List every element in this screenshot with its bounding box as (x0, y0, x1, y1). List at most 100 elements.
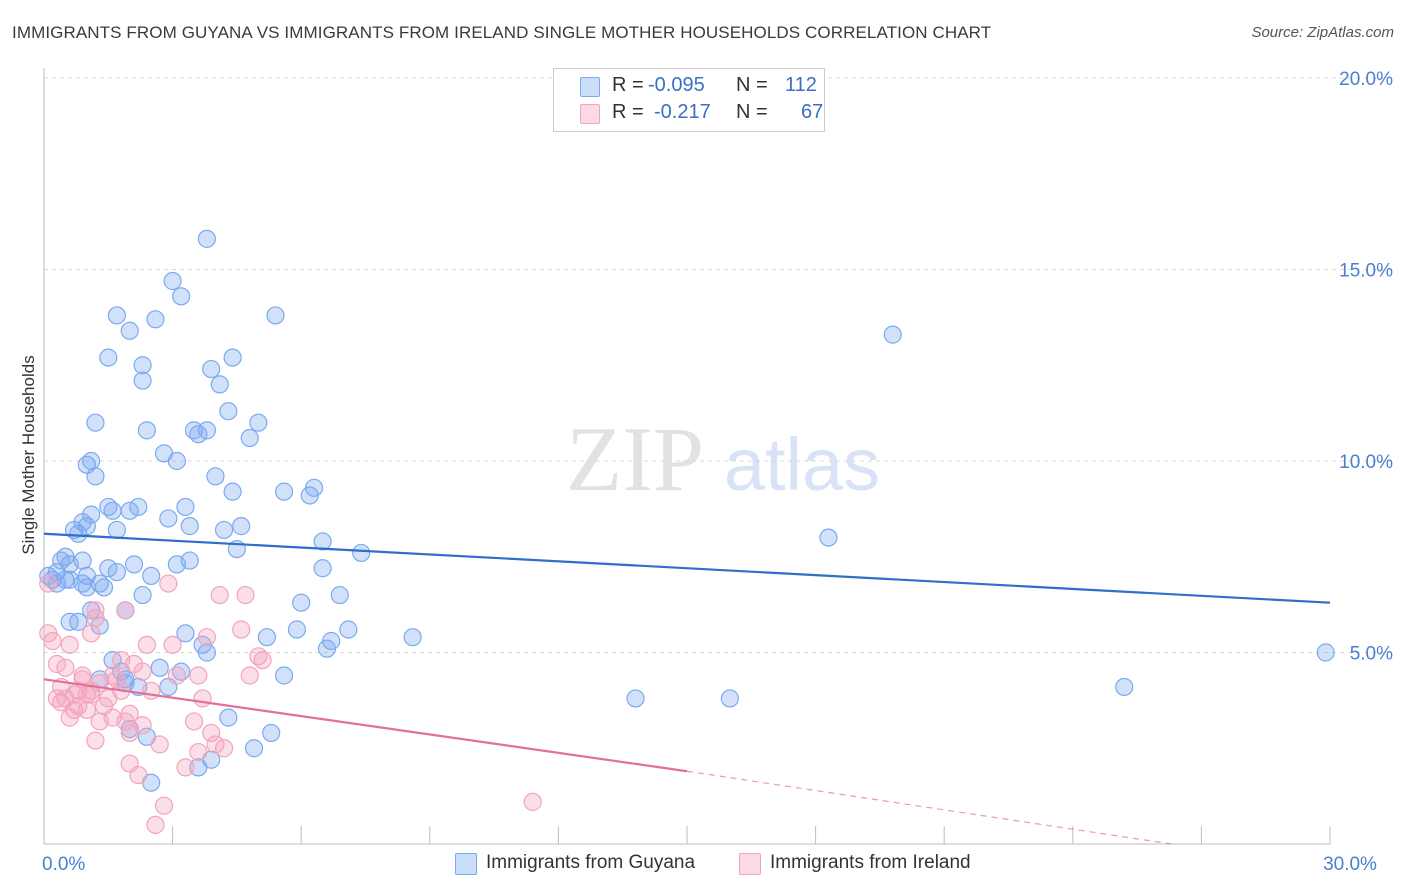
guyana-point (137, 421, 156, 440)
guyana-point (292, 593, 311, 612)
guyana-point (103, 501, 122, 520)
ireland-point (146, 815, 165, 834)
ireland-point (253, 651, 272, 670)
guyana-point (163, 271, 182, 291)
y-tick-label: 5.0% (1350, 644, 1393, 665)
guyana-point (69, 612, 88, 631)
guyana-point (210, 375, 229, 394)
ireland-point (120, 704, 139, 723)
legend-label: Immigrants from Guyana (486, 852, 696, 873)
n-label: N = (736, 101, 768, 123)
legend-label: Immigrants from Ireland (770, 852, 971, 873)
guyana-point (189, 758, 208, 777)
axes (43, 68, 1331, 845)
ireland-point (116, 601, 135, 620)
ireland-point (150, 735, 169, 754)
scatter-points (39, 229, 1335, 834)
ireland-point (43, 631, 62, 651)
guyana-point (180, 551, 199, 570)
ireland-point (86, 608, 105, 628)
ireland-point (163, 635, 182, 654)
ireland-point (154, 796, 174, 815)
guyana-point (120, 501, 139, 520)
r-value: -0.217 (654, 101, 711, 123)
guyana-point (257, 628, 277, 647)
guyana-point (240, 428, 259, 448)
guyana-point (819, 528, 838, 547)
y-tick-label: 15.0% (1339, 261, 1393, 282)
ireland-point (523, 792, 542, 811)
guyana-point (720, 689, 739, 708)
ireland-point (232, 620, 251, 639)
guyana-point (262, 723, 281, 743)
guyana-point (274, 482, 294, 501)
guyana-point (223, 348, 242, 367)
ireland-point (202, 723, 221, 743)
r-label: R = (612, 74, 644, 96)
x-tick-label: 0.0% (42, 854, 85, 875)
guyana-point (86, 413, 105, 432)
guyana-point (142, 566, 161, 586)
guyana-point (313, 532, 332, 551)
guyana-point (189, 425, 208, 444)
ireland-point (189, 666, 208, 685)
guyana-point (202, 359, 221, 379)
guyana-point (232, 517, 251, 536)
ireland-point (86, 731, 105, 750)
y-tick-label: 20.0% (1339, 69, 1393, 90)
ireland-point (82, 685, 101, 704)
n-value: 112 (785, 74, 817, 96)
guyana-point (133, 371, 152, 390)
guyana-point (120, 321, 139, 340)
guyana-point (1115, 677, 1134, 697)
guyana-legend-swatch (455, 853, 477, 875)
guyana-point (86, 467, 105, 486)
guyana-trend-line (43, 532, 1331, 604)
ireland-point (47, 654, 66, 674)
ireland-point (142, 681, 161, 700)
guyana-point (180, 517, 199, 536)
guyana-point (107, 520, 126, 540)
guyana-point (82, 451, 101, 471)
ireland-trend-line (43, 678, 688, 773)
ireland-point (60, 635, 79, 654)
ireland-point (193, 689, 212, 708)
r-value: -0.095 (648, 74, 705, 96)
ireland-point (184, 712, 204, 731)
watermark-atlas: atlas (724, 423, 880, 506)
guyana-point (73, 551, 92, 570)
ireland-point (236, 585, 255, 605)
ireland-point (133, 662, 152, 681)
guyana-point (82, 505, 101, 524)
guyana-point (150, 658, 169, 677)
guyana-point (214, 520, 234, 540)
guyana-point (266, 306, 285, 325)
ireland-point (197, 628, 216, 647)
ireland-point (56, 658, 75, 677)
ireland-point (206, 735, 225, 754)
ireland-trend-extension (686, 770, 1172, 845)
guyana-point (129, 497, 148, 517)
guyana-point (244, 739, 264, 758)
ireland-point (176, 758, 195, 777)
ireland-point (39, 574, 58, 593)
guyana-point (403, 628, 422, 647)
ireland-point (214, 739, 234, 758)
trend-lines (43, 532, 1331, 845)
guyana-point (339, 620, 358, 639)
guyana-point (146, 310, 165, 329)
guyana-point (167, 451, 186, 471)
guyana-point (304, 478, 324, 497)
ireland-point (133, 716, 152, 735)
guyana-point (330, 585, 349, 605)
guyana-point (124, 555, 144, 574)
guyana-point (249, 413, 268, 432)
guyana-point (197, 229, 216, 248)
watermark: ZIP atlas (566, 408, 880, 510)
guyana-point (176, 624, 195, 643)
ireland-point (129, 765, 148, 785)
ireland-point (167, 666, 186, 685)
ireland-point (210, 585, 229, 605)
r-label: R = (612, 101, 644, 123)
